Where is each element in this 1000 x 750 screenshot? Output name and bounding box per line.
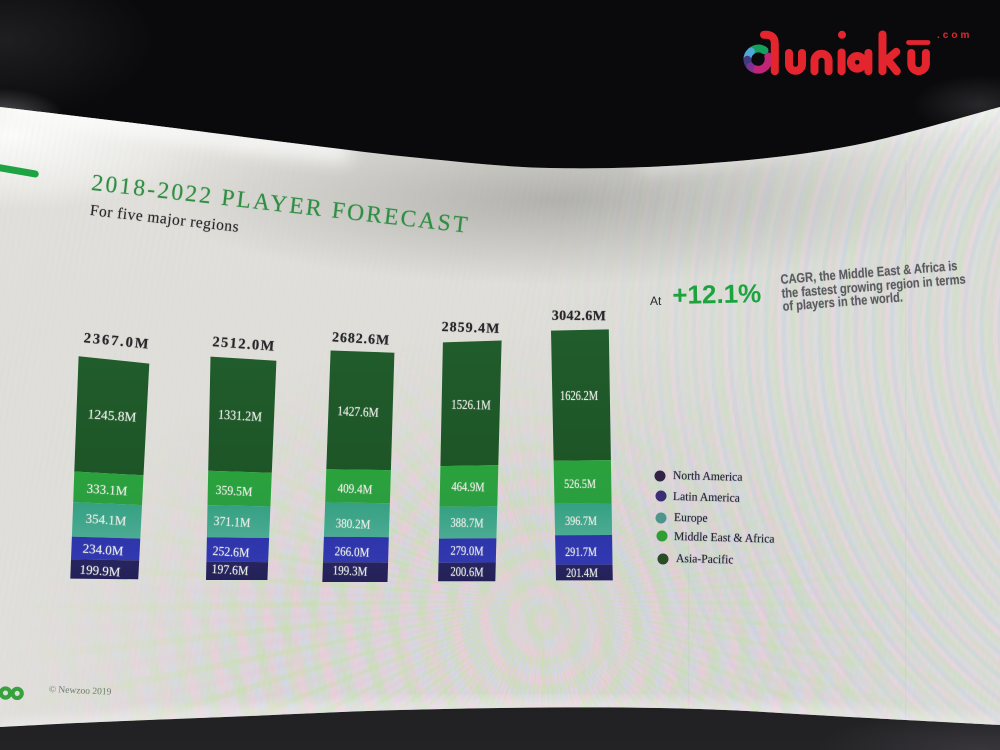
svg-text:.com: .com bbox=[937, 30, 972, 41]
